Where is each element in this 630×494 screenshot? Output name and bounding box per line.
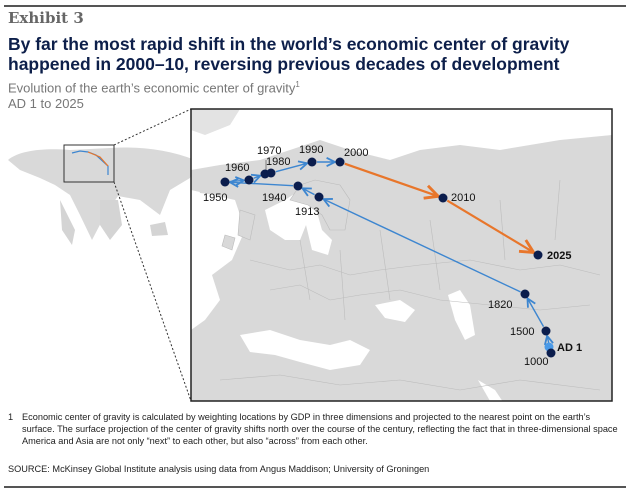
point-label-2000: 2000 — [344, 147, 368, 159]
point-1940 — [293, 181, 303, 191]
point-label-1940: 1940 — [262, 192, 286, 204]
top-rule — [4, 5, 626, 7]
footnote-number: 1 — [8, 412, 14, 422]
path-segment-2010-2025 — [446, 199, 533, 253]
point-label-2025: 2025 — [547, 250, 571, 262]
point-1980 — [266, 168, 276, 178]
footnote-text: Economic center of gravity is calculated… — [22, 412, 618, 446]
point-1913 — [314, 192, 324, 202]
point-label-1500: 1500 — [510, 326, 534, 338]
point-label-1970: 1970 — [257, 145, 281, 157]
path-segment-1913-1940 — [302, 188, 315, 194]
point-label-1980: 1980 — [266, 156, 290, 168]
point-label-2010: 2010 — [451, 192, 475, 204]
path-segment-1500-1820 — [527, 298, 545, 327]
subtitle-text: Evolution of the earth’s economic center… — [8, 80, 296, 96]
point-2010 — [438, 193, 448, 203]
footnote: 1 Economic center of gravity is calculat… — [8, 411, 618, 447]
point-2000 — [335, 157, 345, 167]
path-segment-1980-1990 — [275, 163, 307, 173]
path-segment-1820-1913 — [324, 199, 521, 293]
date-range: AD 1 to 2025 — [8, 96, 84, 111]
exhibit-title: By far the most rapid shift in the world… — [8, 34, 570, 74]
point-label-1913: 1913 — [295, 206, 319, 218]
exhibit-label: Exhibit 3 — [8, 9, 84, 27]
inset-focus-box — [63, 144, 115, 183]
path-segment-1950-1960 — [229, 180, 244, 181]
footnote-marker: 1 — [295, 80, 300, 89]
point-label-1990: 1990 — [299, 144, 323, 156]
world-inset-map — [8, 144, 195, 245]
point-label-1000: 1000 — [524, 356, 548, 368]
point-1820 — [520, 289, 530, 299]
point-label-1820: 1820 — [488, 299, 512, 311]
path-segment-2000-2010 — [344, 162, 439, 197]
path-segment-1960-1970 — [254, 176, 261, 178]
zoom-connector-top — [113, 108, 192, 146]
source-note: SOURCE: McKinsey Global Institute analys… — [8, 464, 430, 474]
bottom-rule — [4, 486, 626, 488]
point-1960 — [244, 175, 254, 185]
point-1000 — [546, 348, 556, 358]
point-label-ad1: AD 1 — [557, 342, 582, 354]
point-2025 — [533, 250, 543, 260]
zoom-connector-bottom — [113, 181, 192, 402]
main-map-frame — [190, 108, 613, 402]
point-label-1960: 1960 — [225, 162, 249, 174]
point-1990 — [307, 157, 317, 167]
point-1950 — [220, 177, 230, 187]
point-1500 — [541, 326, 551, 336]
trajectory-paths — [230, 162, 551, 352]
trajectory-points: AD 1 1000 1500 1820 1913 1940 1950 1960 19701980… — [203, 144, 582, 368]
point-label-1950: 1950 — [203, 192, 227, 204]
exhibit-subtitle: Evolution of the earth’s economic center… — [8, 80, 300, 95]
